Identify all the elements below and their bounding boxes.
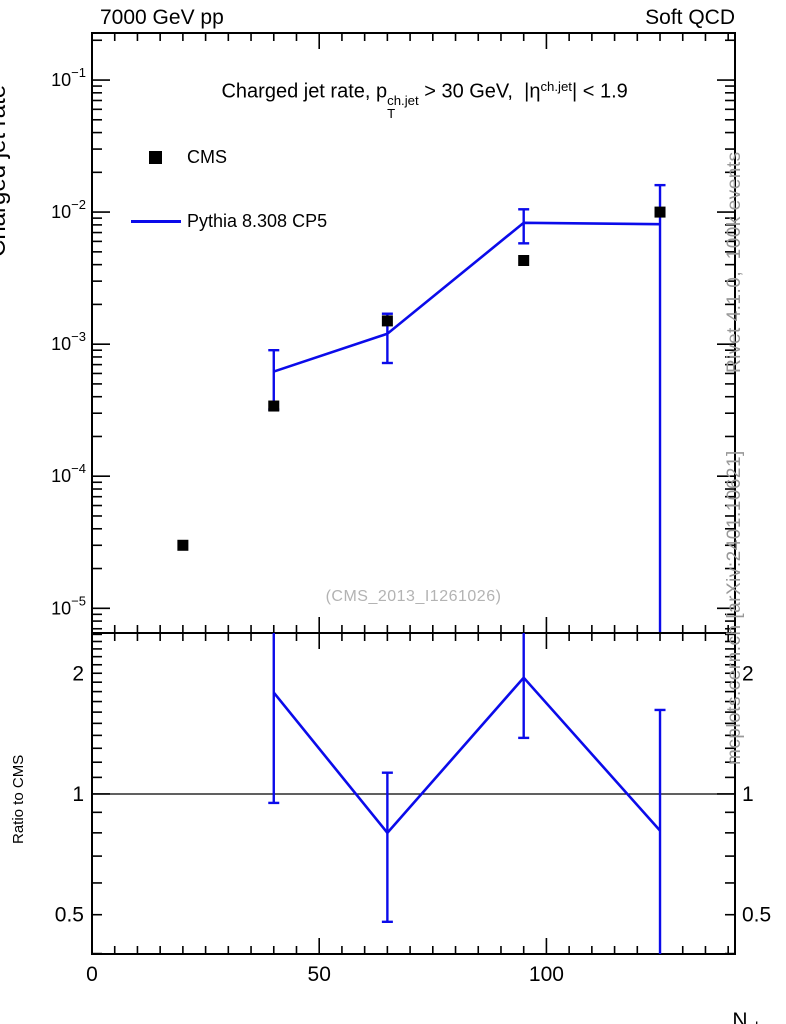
svg-text:0.5: 0.5 (55, 904, 84, 927)
x-axis-subscript: ch (748, 1019, 764, 1024)
x-axis-symbol: N (732, 1009, 748, 1024)
svg-text:10−4: 10−4 (51, 461, 86, 486)
legend: CMS Pythia 8.308 CP5 (128, 107, 327, 271)
svg-text:2: 2 (72, 662, 84, 685)
title-text: Charged jet rate, p (221, 80, 388, 103)
ratio-y-axis-title: Ratio to CMS (10, 754, 27, 844)
legend-item-pythia: Pythia 8.308 CP5 (128, 207, 327, 235)
svg-text:0: 0 (86, 963, 98, 986)
data-scatter-series (177, 206, 666, 551)
pythia-line-marker-icon (130, 219, 181, 223)
legend-label-cms: CMS (187, 146, 227, 167)
title-end: | < 1.9 (571, 80, 628, 103)
beam-energy-label: 7000 GeV pp (100, 6, 224, 29)
svg-text:2: 2 (742, 662, 754, 685)
svg-text:10−5: 10−5 (51, 593, 86, 618)
legend-item-cms: CMS (128, 143, 327, 171)
svg-text:10−3: 10−3 (51, 329, 86, 354)
cms-square-marker-icon (149, 150, 162, 164)
rivet-version-text: Rivet 4.1.0, 100k events (724, 151, 745, 373)
svg-text:100: 100 (529, 963, 564, 986)
pt-supsub: ch.jet T (387, 92, 419, 122)
mc-line-series (268, 633, 666, 954)
ratio-axes (91, 632, 736, 955)
svg-text:1: 1 (72, 783, 84, 806)
pt-subscript: T (387, 106, 396, 122)
legend-label-pythia: Pythia 8.308 CP5 (187, 210, 328, 231)
main-y-axis-title: Charged jet rate (0, 84, 11, 257)
pt-superscript: ch.jet (387, 92, 419, 108)
title-mid: > 30 GeV, | (418, 80, 530, 103)
svg-text:1: 1 (742, 783, 754, 806)
mcplots-arxiv-text: mcplots.cern.ch [arXiv:2401.10621] (724, 450, 745, 765)
svg-text:10−2: 10−2 (51, 197, 86, 222)
analysis-id-watermark: (CMS_2013_I1261026) (325, 588, 502, 605)
ratio-tick-labels: 0 50 100 0.5 0.5 1 1 2 2 (55, 662, 771, 986)
eta-symbol: η (529, 80, 541, 103)
svg-text:0.5: 0.5 (742, 904, 771, 927)
cms-marker-area (128, 150, 183, 164)
process-group-label: Soft QCD (645, 6, 735, 29)
ratio-series (268, 633, 666, 954)
main-tick-labels: 10−1 10−2 10−3 10−4 10−5 (51, 65, 86, 618)
x-axis-title: Nch (709, 985, 763, 1024)
pythia-marker-area (128, 219, 183, 223)
main-series (177, 183, 666, 633)
svg-text:10−1: 10−1 (51, 65, 86, 90)
plot-title: Charged jet rate, p ch.jet T > 30 GeV, |ηc… (92, 56, 735, 143)
svg-text:50: 50 (308, 963, 331, 986)
eta-superscript: ch.jet (540, 79, 572, 94)
